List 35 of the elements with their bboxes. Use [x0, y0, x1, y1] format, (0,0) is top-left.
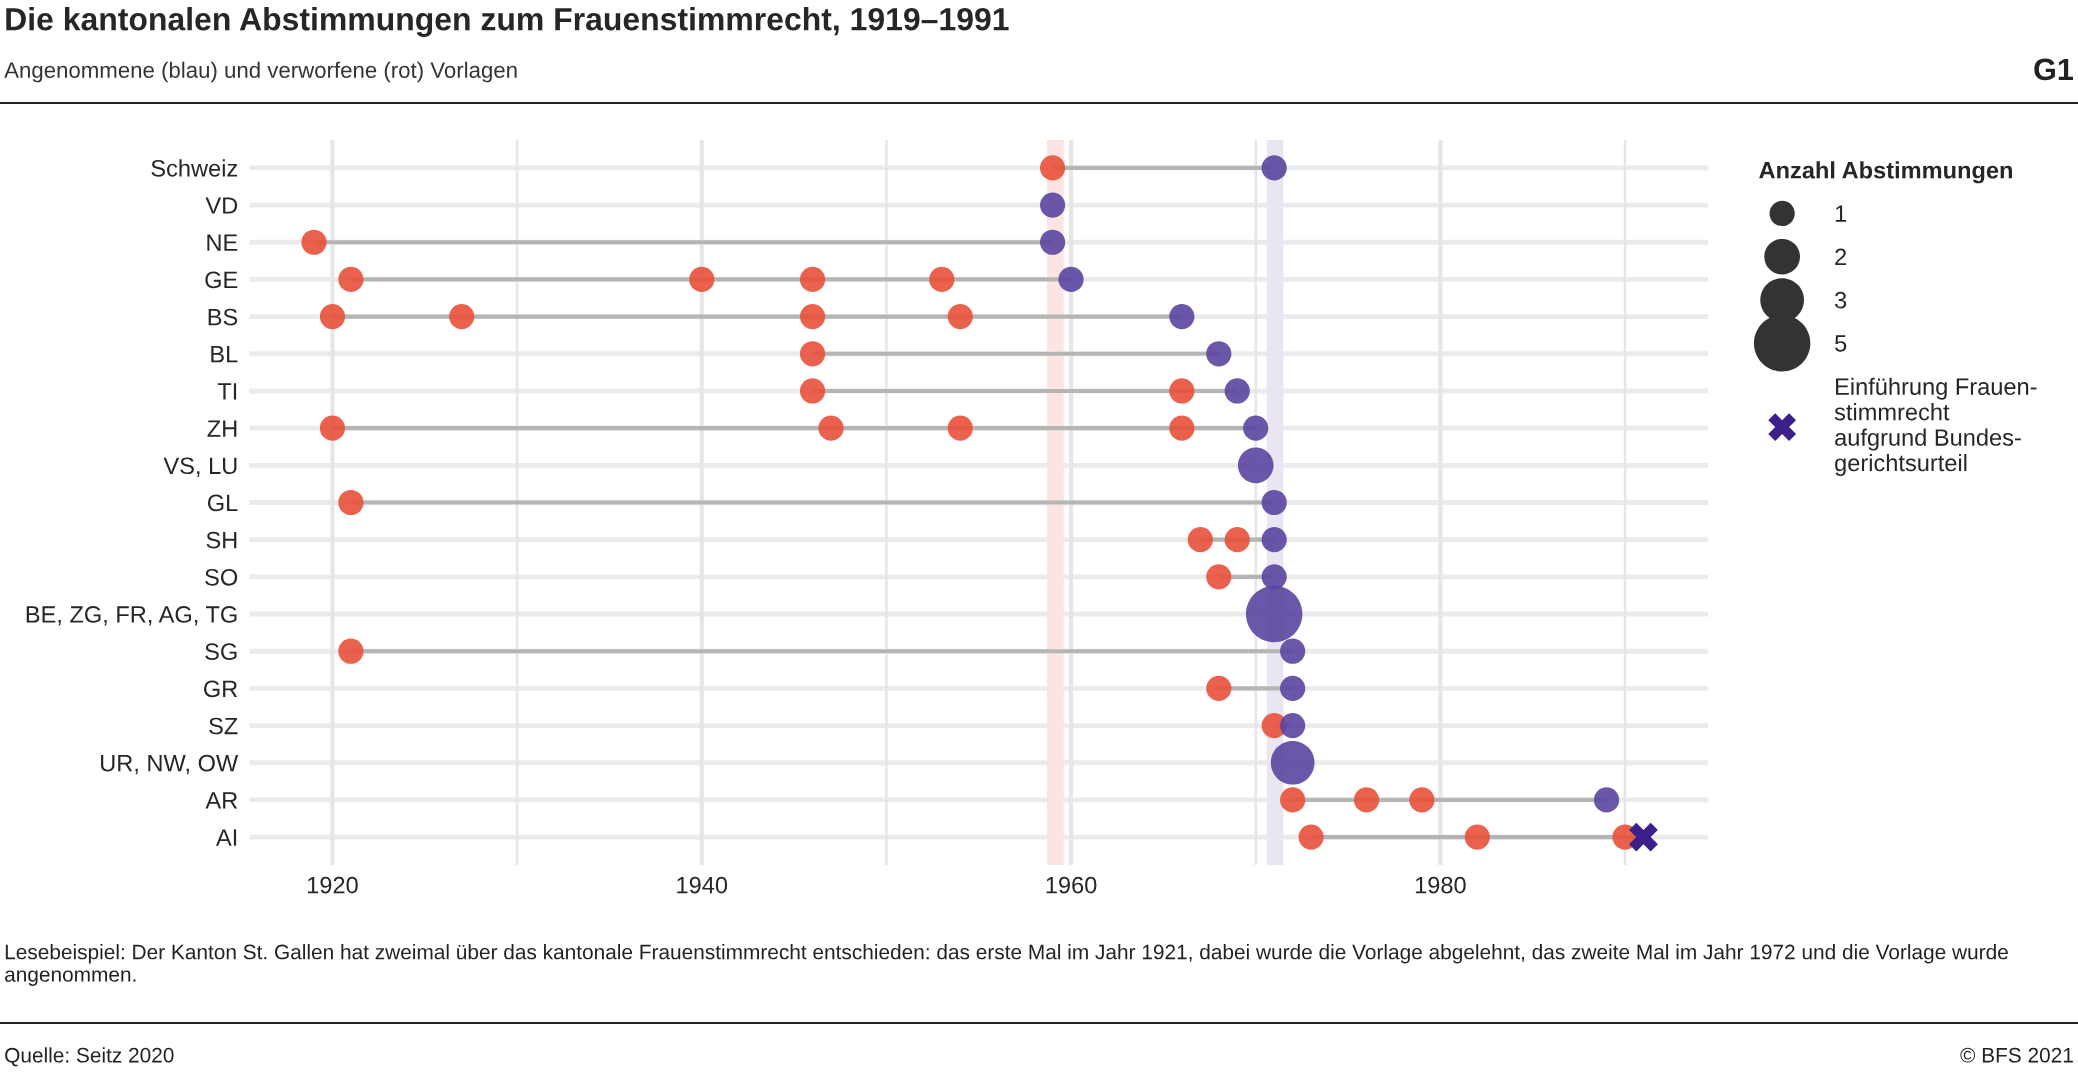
x-tick-label: 1940: [677, 876, 728, 894]
legend-label: 1: [1835, 205, 1847, 222]
y-tick-label: SH: [206, 531, 237, 549]
x-tick-label: 1960: [1046, 876, 1097, 894]
y-tick-label: VD: [205, 197, 238, 214]
y-tick-label: SO: [205, 568, 238, 586]
legend-label: Einführung Frauen- stimmrecht aufgrund Bundes- gerichtsurteil: [1834, 377, 2037, 476]
y-tick-label: NE: [207, 234, 238, 251]
y-tick-label: SZ: [209, 717, 238, 735]
legend-label: 5: [1835, 335, 1847, 352]
y-tick-label: VS, LU: [163, 457, 237, 477]
legend-title: Anzahl Abstimmungen: [1759, 161, 2012, 184]
legend-label: 3: [1835, 291, 1847, 309]
y-tick-label: SG: [205, 643, 237, 661]
text: G1: [2034, 58, 2073, 81]
y-tick-label: TI: [217, 383, 237, 400]
y-tick-label: BL: [211, 346, 238, 363]
y-tick-label: BE, ZG, FR, AG, TG: [26, 606, 237, 626]
y-tick-label: BS: [208, 308, 238, 326]
chart-title: Die kantonalen Abstimmungen zum Frauenstimmrecht, 1919–1991: [6, 7, 1009, 37]
text: Lesebeispiel: Der Kanton St. Gallen hat zweimal über das kantonale Frauenstimmrecht entschieden: das erste Mal im Jahr 1921, dabei wurde die Vorlage abgelehnt, das zweite Mal im Jahr 1972 und die Vorlage wurde angenommen.: [5, 944, 2008, 986]
y-tick-label: GE: [205, 271, 238, 289]
y-tick-label: ZH: [207, 420, 237, 437]
y-tick-label: GR: [204, 680, 238, 698]
y-tick-label: AI: [215, 829, 237, 846]
y-tick-label: UR, NW, OW: [101, 754, 239, 775]
chart-subtitle: Angenommene (blau) und verworfene (rot) Vorlagen: [4, 61, 517, 83]
x-tick-label: 1920: [307, 876, 358, 894]
text: © BFS 2021: [1960, 1047, 2073, 1063]
source-note: Quelle: Seitz 2020: [5, 1047, 174, 1067]
y-tick-label: AR: [205, 792, 238, 809]
y-tick-label: Schweiz: [151, 159, 238, 177]
x-tick-label: 1980: [1415, 876, 1466, 894]
y-tick-label: GL: [207, 494, 238, 512]
legend-label: 2: [1835, 248, 1847, 265]
